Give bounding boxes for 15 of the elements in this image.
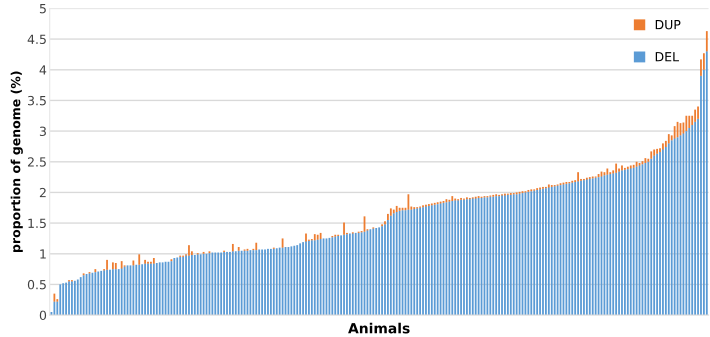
legend-label: DUP: [656, 20, 680, 30]
y-tick-label: 4.5: [28, 34, 46, 44]
y-tick-label: 1.5: [28, 218, 46, 228]
y-axis-title: proportion of genome (%): [10, 72, 23, 252]
y-tick-label: 2: [40, 188, 46, 198]
y-tick-label: 0.5: [28, 280, 46, 290]
y-tick-label: 3: [40, 126, 46, 136]
y-tick-label: 0: [40, 310, 46, 320]
y-tick-label: 2.5: [28, 157, 46, 167]
legend-label: DEL: [656, 52, 679, 62]
y-tick-label: 1: [40, 249, 46, 259]
x-axis-title: Animals: [348, 322, 410, 334]
y-tick-label: 5: [40, 4, 46, 14]
y-tick-label: 3.5: [28, 96, 46, 106]
y-tick-label: 4: [40, 65, 46, 75]
